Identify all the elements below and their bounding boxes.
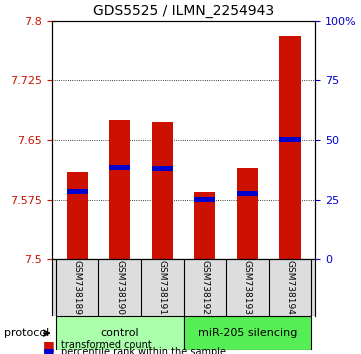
Text: protocol: protocol [4,328,49,338]
Bar [109,165,130,170]
Text: GSM738191: GSM738191 [158,260,167,315]
Text: GSM738194: GSM738194 [286,260,295,315]
Bar [109,120,130,259]
Bar [194,192,216,259]
Bar [194,197,216,202]
Text: transformed count: transformed count [61,340,152,350]
Text: GSM738190: GSM738190 [115,260,124,315]
Bar [66,189,88,194]
Bar [152,122,173,259]
Bar [237,191,258,195]
Text: control: control [100,328,139,338]
Bar [279,36,301,259]
Bar [279,137,301,142]
Bar [152,166,173,171]
Text: ■: ■ [43,339,55,352]
Text: percentile rank within the sample: percentile rank within the sample [61,347,226,354]
Bar [66,172,88,259]
Text: GSM738192: GSM738192 [200,260,209,315]
Title: GDS5525 / ILMN_2254943: GDS5525 / ILMN_2254943 [93,4,274,18]
Text: GSM738189: GSM738189 [73,260,82,315]
Text: GSM738193: GSM738193 [243,260,252,315]
FancyBboxPatch shape [184,316,311,350]
Text: miR-205 silencing: miR-205 silencing [198,328,297,338]
Bar [237,168,258,259]
FancyBboxPatch shape [56,316,184,350]
Text: ■: ■ [43,346,55,354]
